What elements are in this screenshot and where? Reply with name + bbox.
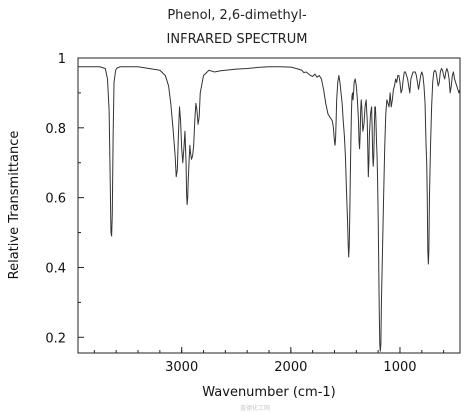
x-tick-label: 1000 [383,360,416,375]
x-tick-label: 2000 [274,360,307,375]
watermark-text: 盖德化工网 [240,404,270,412]
y-tick-label: 0.4 [45,261,66,276]
plot-frame [77,57,461,354]
chart-subtitle: INFRARED SPECTRUM [166,32,308,47]
y-axis-label: Relative Transmittance [7,131,22,280]
y-tick-label: 0.6 [45,192,66,207]
x-tick-label: 3000 [165,360,198,375]
y-tick-label: 0.2 [45,331,66,346]
chart-title: Phenol, 2,6-dimethyl- [167,8,307,23]
y-tick-label: 0.8 [45,122,66,137]
x-axis-label: Wavenumber (cm-1) [202,385,335,400]
spectrum-line [78,66,461,352]
series-group [78,66,461,352]
axis-ticks: 3000 2000 1000 0.2 0.4 0.6 0.8 1 [45,52,445,375]
y-tick-label: 1 [58,52,66,67]
